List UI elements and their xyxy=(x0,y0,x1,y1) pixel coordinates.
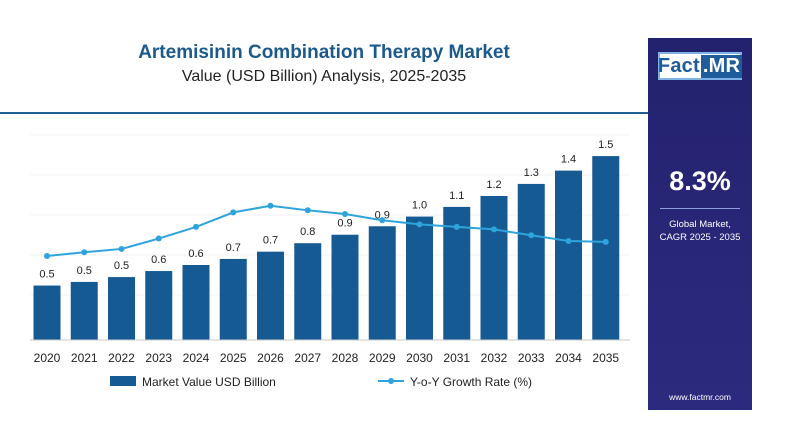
growth-point-2027 xyxy=(304,207,311,214)
bar-2028 xyxy=(331,234,359,340)
bar-2024 xyxy=(182,264,210,340)
x-tick-label: 2034 xyxy=(555,351,582,365)
chart-title: Artemisinin Combination Therapy Market xyxy=(138,42,510,63)
bar-value-label: 1.0 xyxy=(412,200,427,212)
x-tick-label: 2032 xyxy=(481,351,508,365)
bar-2033 xyxy=(517,183,545,340)
legend-line-label: Y-o-Y Growth Rate (%) xyxy=(410,375,532,389)
growth-point-2031 xyxy=(453,223,460,230)
bar-value-label: 0.8 xyxy=(300,226,315,238)
bar-value-label: 0.5 xyxy=(39,269,54,281)
bar-2032 xyxy=(480,196,508,340)
x-tick-label: 2026 xyxy=(257,351,284,365)
logo-text-mr: .MR xyxy=(700,54,743,78)
bar-2027 xyxy=(294,243,322,340)
bar-value-label: 0.9 xyxy=(375,209,390,221)
growth-point-2020 xyxy=(44,253,50,259)
bar-2021 xyxy=(70,281,98,340)
bar-value-label: 0.7 xyxy=(263,235,278,247)
bar-2030 xyxy=(406,216,433,340)
x-tick-label: 2025 xyxy=(220,351,247,365)
growth-line xyxy=(46,204,606,257)
x-tick-label: 2029 xyxy=(369,351,396,365)
bar-2029 xyxy=(368,226,396,340)
cagr-label-line1: Global Market, xyxy=(669,219,731,230)
growth-point-2030 xyxy=(416,221,423,228)
x-tick-label: 2035 xyxy=(592,351,619,365)
bar-value-label: 0.9 xyxy=(337,218,352,230)
x-tick-label: 2028 xyxy=(332,351,359,365)
bar-value-label: 0.6 xyxy=(151,254,166,266)
legend-bar-label: Market Value USD Billion xyxy=(142,375,276,389)
growth-point-2023 xyxy=(155,235,162,242)
bar-value-label: 0.7 xyxy=(226,242,241,254)
bar-2023 xyxy=(145,271,173,340)
cagr-value: 8.3% xyxy=(669,166,731,196)
bar-value-label: 0.5 xyxy=(77,265,92,277)
growth-point-2033 xyxy=(528,232,535,239)
growth-point-2029 xyxy=(379,217,386,224)
bar-2022 xyxy=(108,277,135,340)
bar-2020 xyxy=(33,285,61,340)
growth-point-2021 xyxy=(81,249,88,256)
legend-bar-swatch xyxy=(110,376,136,386)
x-tick-label: 2021 xyxy=(71,351,98,365)
growth-point-2035 xyxy=(602,238,609,245)
bar-2035 xyxy=(592,156,620,340)
growth-point-2025 xyxy=(230,209,237,216)
logo-text-fact: Fact xyxy=(657,54,700,77)
cagr-label-line2: CAGR 2025 - 2035 xyxy=(659,232,741,243)
bar-value-label: 0.6 xyxy=(188,248,203,260)
bar-value-label: 1.4 xyxy=(561,154,576,166)
bar-value-label: 1.3 xyxy=(524,167,539,179)
website-link[interactable]: www.factmr.com xyxy=(669,392,731,402)
bar-value-label: 1.2 xyxy=(486,179,501,191)
cagr-label: Global Market, CAGR 2025 - 2035 xyxy=(648,218,752,244)
x-tick-label: 2027 xyxy=(294,351,321,365)
growth-point-2026 xyxy=(267,202,274,209)
x-tick-label: 2030 xyxy=(406,351,433,365)
x-tick-label: 2024 xyxy=(183,351,210,365)
factmr-logo: Fact .MR xyxy=(657,52,743,80)
title-block: Artemisinin Combination Therapy Market V… xyxy=(0,38,648,86)
growth-point-2034 xyxy=(565,238,572,245)
x-tick-label: 2033 xyxy=(518,351,545,365)
bar-2026 xyxy=(257,251,284,340)
growth-point-2028 xyxy=(342,211,348,218)
x-tick-label: 2022 xyxy=(108,351,135,365)
x-tick-label: 2020 xyxy=(34,351,61,365)
sidebar-panel: Fact .MR 8.3% Global Market, CAGR 2025 - … xyxy=(648,38,752,410)
x-tick-label: 2023 xyxy=(145,351,172,365)
legend-line-marker xyxy=(388,378,394,384)
cagr-divider xyxy=(660,208,740,209)
growth-point-2032 xyxy=(491,226,497,233)
chart-plot: 0.5 2020 0.5 2021 0.5 2022 0.6 2023 0.6 2024 0.7 20… xyxy=(30,134,630,389)
x-tick-label: 2031 xyxy=(443,351,470,365)
bar-value-label: 1.5 xyxy=(598,139,613,151)
bar-2025 xyxy=(219,258,247,340)
title-divider xyxy=(0,112,648,114)
bar-value-label: 1.1 xyxy=(449,190,464,202)
bar-2034 xyxy=(555,170,582,340)
growth-point-2024 xyxy=(193,223,199,230)
growth-point-2022 xyxy=(118,245,125,252)
bar-value-label: 0.5 xyxy=(114,260,129,272)
chart-subtitle: Value (USD Billion) Analysis, 2025-2035 xyxy=(181,68,467,85)
